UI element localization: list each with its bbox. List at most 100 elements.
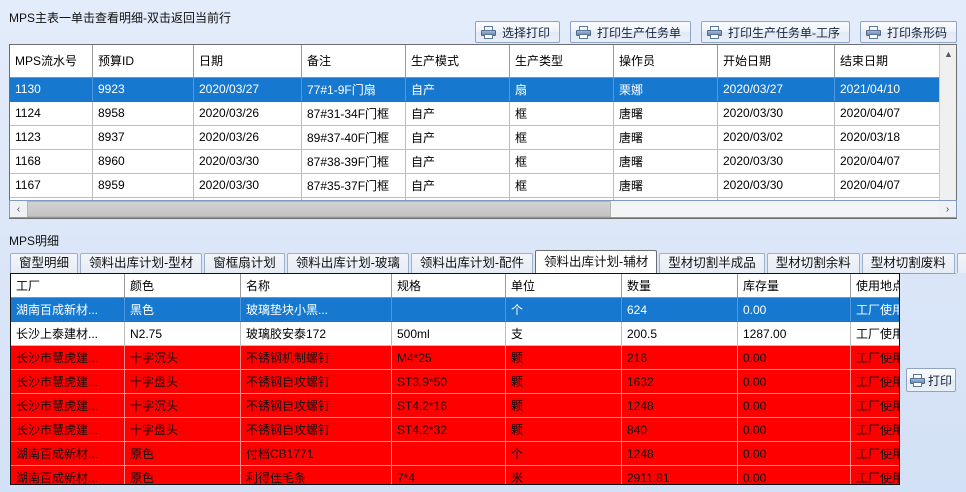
main-col-header-8[interactable]: 结束日期	[834, 45, 949, 78]
detail-cell[interactable]: 0.00	[737, 345, 851, 370]
main-cell[interactable]: 2020/04/07	[834, 101, 949, 126]
scroll-up-icon[interactable]: ▲	[940, 45, 956, 62]
main-cell[interactable]: 1130	[10, 77, 93, 102]
detail-cell[interactable]: 付档CB1771	[240, 441, 392, 466]
detail-cell[interactable]: 十字盘头	[124, 417, 241, 442]
detail-cell[interactable]: 工厂使用	[850, 465, 899, 484]
detail-cell[interactable]: 湖南百成新材...	[11, 465, 125, 484]
main-cell[interactable]: 1167	[10, 173, 93, 198]
main-cell[interactable]: 唐曙	[613, 125, 718, 150]
table-row[interactable]: 长沙市慧虎建... 十字盘头 不锈钢自攻螺钉 ST4.2*32 颗 840 0.00 工厂使用	[11, 417, 899, 442]
detail-cell[interactable]: 湖南百成新材...	[11, 441, 125, 466]
detail-cell[interactable]: 米	[505, 465, 622, 484]
main-cell[interactable]: 框	[509, 149, 614, 174]
detail-cell[interactable]: 湖南百成新材...	[11, 297, 125, 322]
main-col-header-2[interactable]: 日期	[193, 45, 302, 78]
tab-4[interactable]: 领料出库计划-配件	[410, 253, 534, 273]
table-row[interactable]: 1167 8959 2020/03/30 87#35-37F门框 自产框唐曙 2020/0…	[10, 173, 956, 198]
detail-cell[interactable]: 玻璃胶安泰172	[240, 321, 392, 346]
detail-grid[interactable]: 工厂 颜色 名称 规格 单位 数量 库存量 使用地点 湖南百成新材... 黑色 玻璃垫块小黑...…	[10, 273, 900, 485]
main-cell[interactable]: 77#1-9F门扇	[301, 77, 406, 102]
tab-9[interactable]: 工序	[956, 253, 966, 273]
detail-cell[interactable]: 0.00	[737, 369, 851, 394]
detail-cell[interactable]: 玻璃垫块小黑...	[240, 297, 392, 322]
detail-cell[interactable]: 200.5	[621, 321, 738, 346]
detail-cell[interactable]: ST3.9*50	[391, 369, 506, 394]
detail-cell[interactable]: 工厂使用	[850, 393, 899, 418]
main-cell[interactable]: 框	[509, 125, 614, 150]
detail-cell[interactable]: 不锈钢自攻螺钉	[240, 369, 392, 394]
main-cell[interactable]: 唐曙	[613, 173, 718, 198]
main-cell[interactable]: 89#37-40F门框	[301, 125, 406, 150]
main-cell[interactable]: 2020/03/30	[717, 173, 835, 198]
main-col-header-7[interactable]: 开始日期	[717, 45, 835, 78]
main-cell[interactable]: 1124	[10, 101, 93, 126]
detail-cell[interactable]: 0.00	[737, 465, 851, 484]
detail-cell[interactable]: 十字沉头	[124, 345, 241, 370]
detail-col-header-1[interactable]: 颜色	[124, 274, 241, 298]
hscroll-thumb[interactable]	[27, 201, 611, 217]
toolbar-button-4[interactable]: 打印条形码	[859, 21, 957, 43]
detail-cell[interactable]: 工厂使用	[850, 345, 899, 370]
table-row[interactable]: 1123 8937 2020/03/26 89#37-40F门框 自产框唐曙 2020/0…	[10, 125, 956, 150]
main-cell[interactable]: 87#35-37F门框	[301, 173, 406, 198]
table-row[interactable]: 1130 9923 2020/03/27 77#1-9F门扇 自产扇栗娜 2020/03/…	[10, 77, 956, 102]
main-col-header-5[interactable]: 生产类型	[509, 45, 614, 78]
main-grid-vertical-scrollbar[interactable]: ▲ ▼	[939, 45, 956, 218]
main-col-header-3[interactable]: 备注	[301, 45, 406, 78]
table-row[interactable]: 长沙市慧虎建... 十字盘头 不锈钢自攻螺钉 ST3.9*50 颗 1632 0.00 工厂使…	[11, 369, 899, 394]
detail-cell[interactable]: 个	[505, 297, 622, 322]
detail-cell[interactable]: 十字盘头	[124, 369, 241, 394]
main-cell[interactable]: 自产	[405, 125, 510, 150]
main-cell[interactable]: 唐曙	[613, 149, 718, 174]
detail-cell[interactable]: 支	[505, 321, 622, 346]
detail-col-header-7[interactable]: 使用地点	[850, 274, 899, 298]
toolbar-button-1[interactable]: 选择打印	[474, 21, 560, 43]
main-cell[interactable]: 8958	[92, 101, 194, 126]
main-cell[interactable]: 9923	[92, 77, 194, 102]
main-cell[interactable]: 2020/03/02	[717, 125, 835, 150]
main-cell[interactable]: 1123	[10, 125, 93, 150]
main-cell[interactable]: 唐曙	[613, 101, 718, 126]
detail-cell[interactable]: 0.00	[737, 297, 851, 322]
detail-cell[interactable]: 624	[621, 297, 738, 322]
detail-cell[interactable]: 长沙市慧虎建...	[11, 369, 125, 394]
main-cell[interactable]: 1168	[10, 149, 93, 174]
scroll-right-icon[interactable]: ›	[945, 203, 950, 215]
detail-col-header-3[interactable]: 规格	[391, 274, 506, 298]
tab-3[interactable]: 领料出库计划-玻璃	[286, 253, 409, 273]
detail-cell[interactable]: 颗	[505, 417, 622, 442]
detail-col-header-4[interactable]: 单位	[505, 274, 622, 298]
main-cell[interactable]: 2021/04/10	[834, 77, 949, 102]
detail-cell[interactable]: 7*4	[391, 465, 506, 484]
table-row[interactable]: 长沙市慧虎建... 十字沉头 不锈钢自攻螺钉 ST4.2*16 颗 1248 0.00 工厂使…	[11, 393, 899, 418]
detail-cell[interactable]: 不锈钢自攻螺钉	[240, 393, 392, 418]
detail-cell[interactable]: 1632	[621, 369, 738, 394]
detail-cell[interactable]	[391, 297, 506, 322]
main-cell[interactable]: 2020/03/18	[834, 125, 949, 150]
main-cell[interactable]: 2020/03/30	[193, 149, 302, 174]
detail-cell[interactable]: 颗	[505, 393, 622, 418]
toolbar-button-2[interactable]: 打印生产任务单	[569, 21, 691, 43]
table-row[interactable]: 湖南百成新材... 原色 利得佳毛条 7*4 米 2911.81 0.00 工厂使用	[11, 465, 899, 484]
main-cell[interactable]: 2020/04/07	[834, 149, 949, 174]
detail-cell[interactable]: 0.00	[737, 393, 851, 418]
main-cell[interactable]: 87#38-39F门框	[301, 149, 406, 174]
main-col-header-4[interactable]: 生产模式	[405, 45, 510, 78]
main-cell[interactable]: 2020/03/26	[193, 101, 302, 126]
detail-cell[interactable]: 0.00	[737, 441, 851, 466]
toolbar-button-3[interactable]: 打印生产任务单-工序	[700, 21, 850, 43]
detail-cell[interactable]: 0.00	[737, 417, 851, 442]
main-cell[interactable]: 87#31-34F门框	[301, 101, 406, 126]
detail-cell[interactable]: 500ml	[391, 321, 506, 346]
main-cell[interactable]: 2020/03/30	[717, 101, 835, 126]
tab-6[interactable]: 型材切割半成品	[659, 253, 765, 273]
detail-cell[interactable]: 利得佳毛条	[240, 465, 392, 484]
main-cell[interactable]: 扇	[509, 77, 614, 102]
table-row[interactable]: 1168 8960 2020/03/30 87#38-39F门框 自产框唐曙 2020/0…	[10, 149, 956, 174]
main-cell[interactable]: 框	[509, 173, 614, 198]
main-cell[interactable]: 自产	[405, 149, 510, 174]
main-cell[interactable]: 8959	[92, 173, 194, 198]
detail-cell[interactable]: 原色	[124, 465, 241, 484]
detail-cell[interactable]: 1248	[621, 393, 738, 418]
